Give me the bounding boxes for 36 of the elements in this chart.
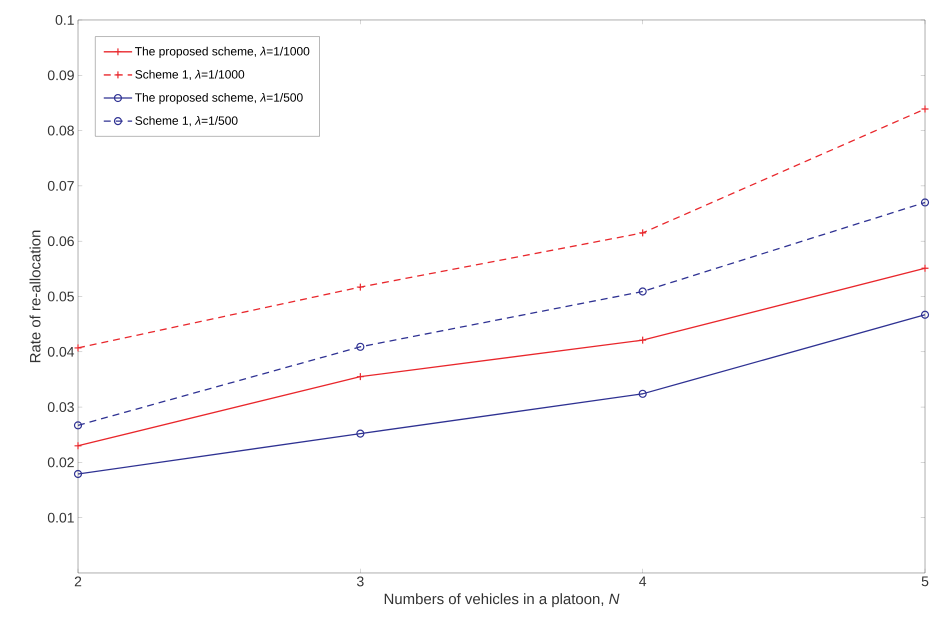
- point: [356, 342, 364, 351]
- legend-label: The proposed scheme, λ=1/500: [135, 92, 303, 104]
- point: [356, 372, 364, 381]
- x-tick-label: 4: [639, 576, 646, 586]
- y-tick-label: 0.03: [48, 402, 74, 412]
- y-tick-label: 0.09: [48, 70, 74, 80]
- y-axis-title: Rate of re-allocation: [30, 230, 40, 362]
- point: [74, 344, 82, 352]
- y-tick-label: 0.08: [48, 126, 74, 136]
- x-tick-label: 5: [922, 576, 928, 586]
- y-tick-label: 0.06: [48, 236, 74, 246]
- point: [74, 442, 82, 450]
- point: [638, 336, 647, 344]
- point: [920, 310, 930, 319]
- point: [920, 104, 930, 114]
- point: [638, 390, 647, 398]
- y-tick-label: 0.01: [48, 512, 74, 523]
- point: [920, 198, 930, 207]
- legend-label: Scheme 1, λ=1/1000: [135, 70, 244, 80]
- point: [74, 421, 82, 430]
- point: [356, 282, 364, 292]
- point: [74, 470, 82, 478]
- y-tick-label: 0.05: [48, 292, 74, 302]
- y-tick-label: 0.02: [48, 457, 74, 468]
- x-tick-label: 2: [74, 576, 82, 586]
- x-axis-title: Numbers of vehicles in a platoon, N: [384, 593, 620, 608]
- y-tick-label: 0.04: [48, 346, 74, 357]
- point: [356, 430, 364, 438]
- y-tick-label: 0.07: [48, 180, 74, 191]
- legend-label: The proposed scheme, λ=1/1000: [135, 46, 310, 58]
- point: [920, 264, 930, 272]
- point: [638, 228, 647, 237]
- point: [638, 287, 647, 296]
- y-tick-label: 0.1: [56, 15, 74, 25]
- x-tick-label: 3: [356, 576, 364, 586]
- legend-label: Scheme 1, λ=1/500: [135, 116, 238, 126]
